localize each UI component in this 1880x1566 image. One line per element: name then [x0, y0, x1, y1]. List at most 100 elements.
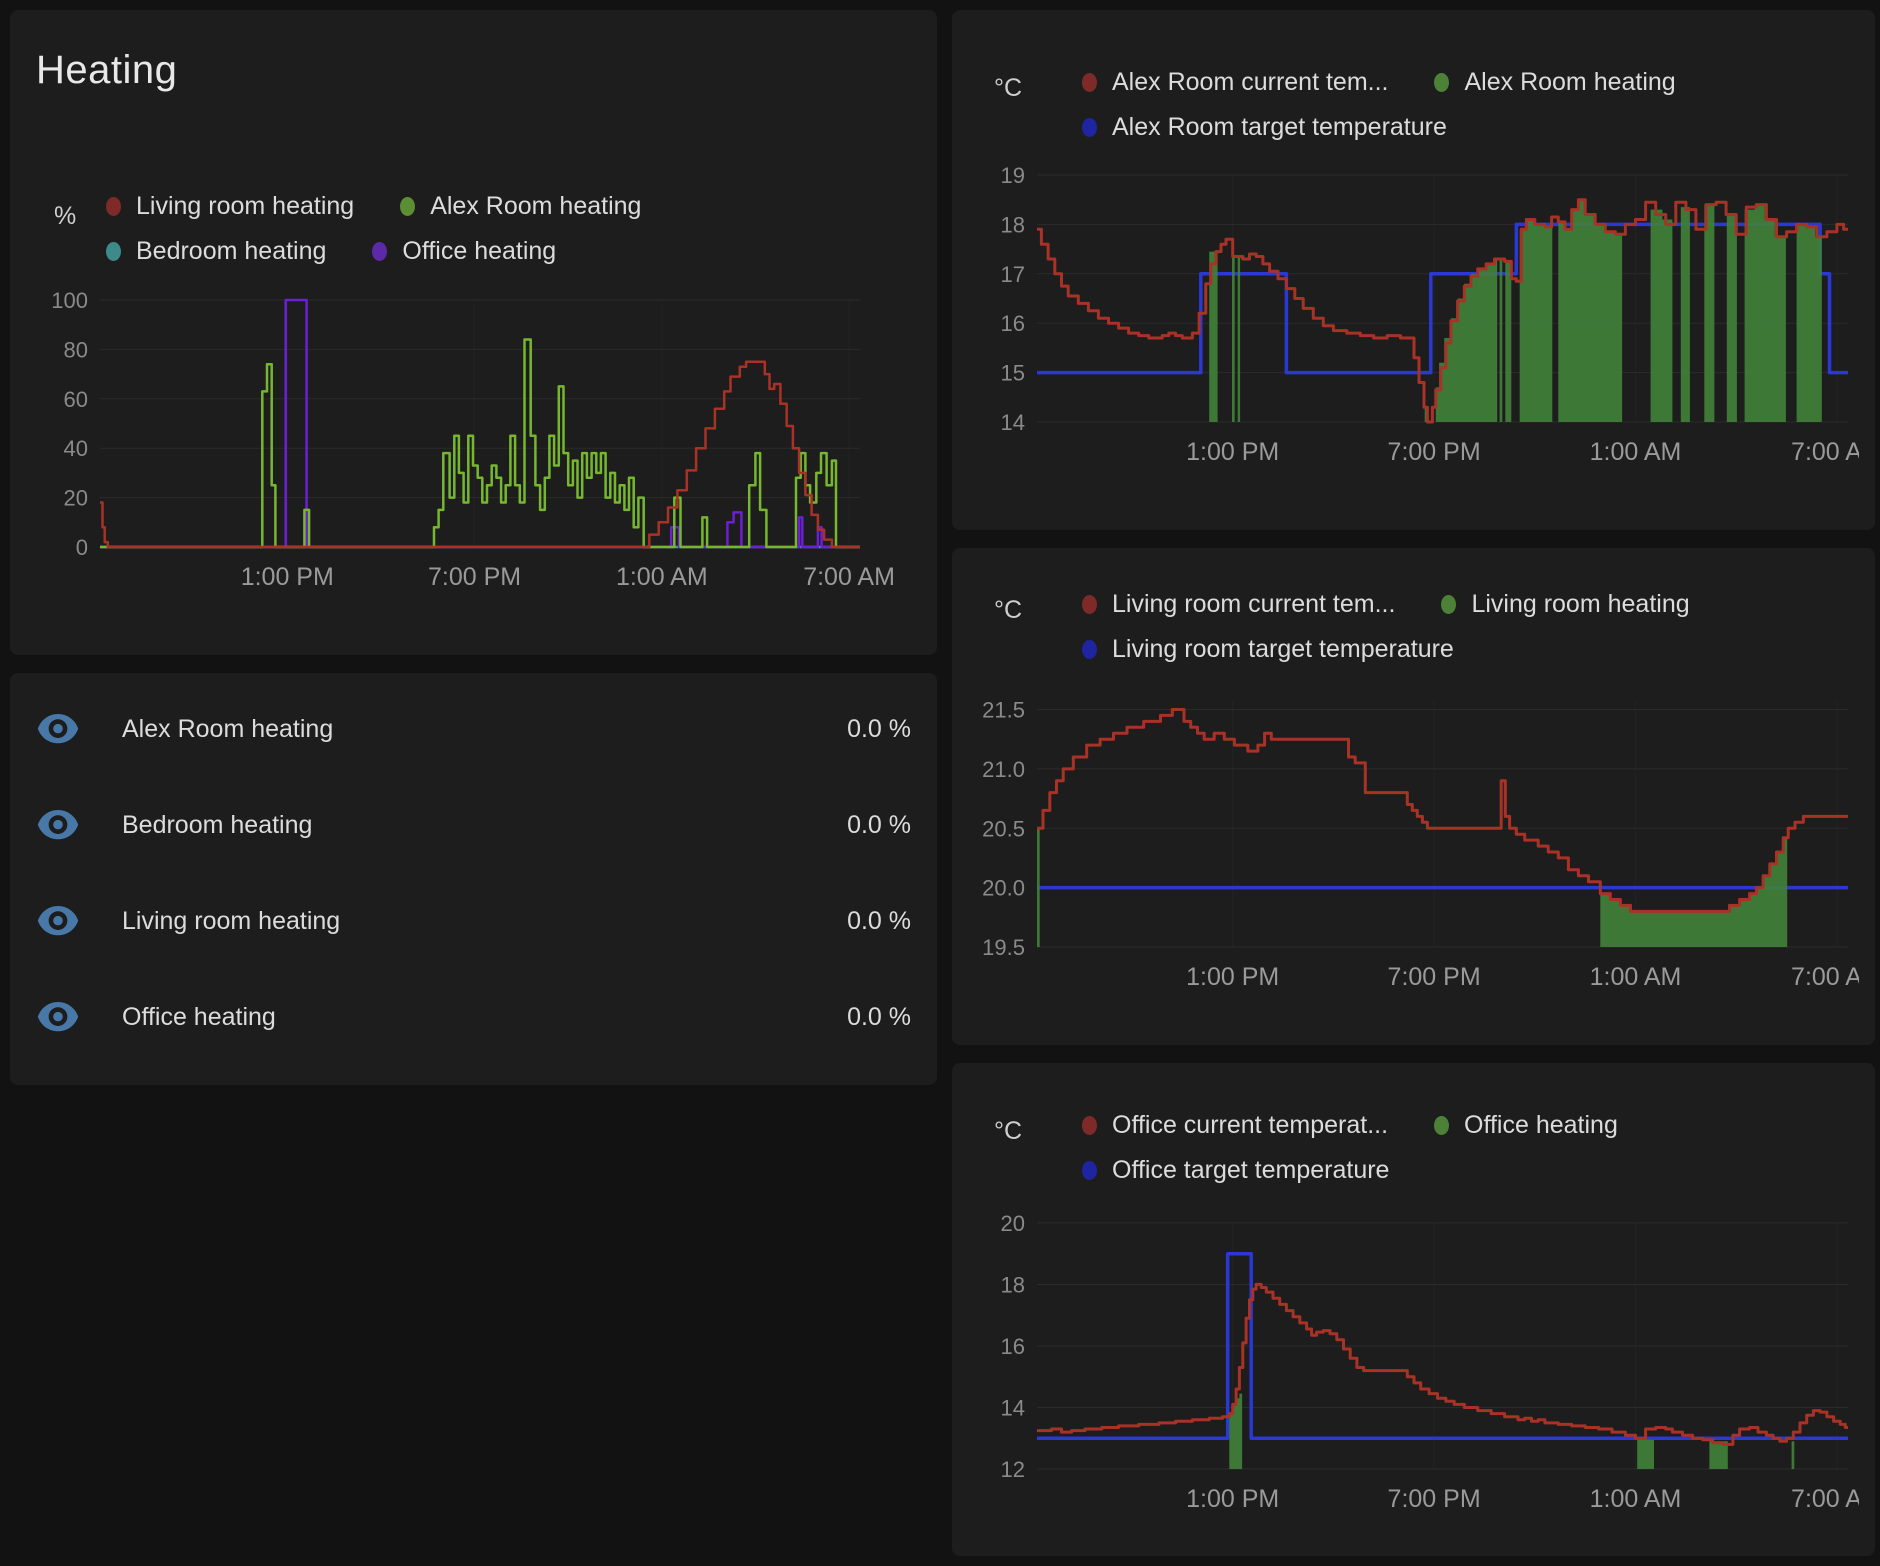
y-axis-unit-label: °C [994, 596, 1023, 624]
svg-text:1:00 AM: 1:00 AM [1590, 963, 1682, 991]
svg-text:7:00 PM: 7:00 PM [1388, 1485, 1481, 1513]
legend-item-office-heating: Office heating [372, 237, 556, 266]
list-item: Alex Room heating 0.0 % [10, 681, 937, 777]
legend-dot-icon [400, 197, 416, 216]
page-title: Heating [36, 48, 178, 92]
series-visibility-panel: Alex Room heating 0.0 % Bedroom heating … [10, 673, 937, 1085]
svg-text:7:00 PM: 7:00 PM [428, 563, 521, 591]
legend-label: Living room heating [1471, 590, 1690, 618]
legend-label: Alex Room heating [1464, 68, 1676, 96]
svg-text:19.5: 19.5 [982, 935, 1025, 960]
heating-percent-chart: 1:00 PM 7:00 PM 1:00 AM 7:00 AM 100 80 60 40 20 0 [51, 288, 895, 591]
office-temp-panel: °C Office current temperat... Office hea… [952, 1063, 1875, 1556]
legend-item-living-room-heating: Living room heating [106, 192, 354, 221]
chart-legend: Living room current tem... Living room h… [1082, 590, 1742, 664]
legend-item-heating: Alex Room heating [1434, 68, 1676, 97]
living-room-temp-panel: °C Living room current tem... Living roo… [952, 548, 1875, 1045]
eye-icon [37, 905, 79, 936]
eye-icon [37, 809, 79, 840]
legend-item-current-temperature: Office current temperat... [1082, 1111, 1388, 1140]
office-temp-chart: 1:00 PM 7:00 PM 1:00 AM 7:00 AM 20 18 16 14 12 [1001, 1211, 1859, 1513]
svg-text:1:00 AM: 1:00 AM [1590, 1485, 1682, 1513]
legend-dot-icon [106, 197, 121, 216]
legend-label: Alex Room current tem... [1112, 68, 1389, 96]
legend-label: Bedroom heating [136, 237, 327, 265]
living-room-temp-chart: 1:00 PM 7:00 PM 1:00 AM 7:00 AM 21.5 21.0 20.5… [982, 698, 1859, 992]
legend-dot-icon [106, 242, 121, 261]
svg-text:18: 18 [1001, 212, 1025, 237]
legend-dot-icon [1441, 595, 1457, 614]
series-label: Bedroom heating [122, 810, 313, 839]
legend-item-heating: Living room heating [1441, 590, 1690, 619]
legend-dot-icon [1082, 1161, 1097, 1180]
svg-text:7:00 AM: 7:00 AM [1791, 1485, 1859, 1513]
svg-text:7:00 PM: 7:00 PM [1388, 963, 1481, 991]
legend-dot-icon [1082, 73, 1097, 92]
visibility-rows: Alex Room heating 0.0 % Bedroom heating … [10, 681, 937, 1065]
visibility-toggle-button[interactable] [36, 807, 82, 843]
svg-text:20.5: 20.5 [982, 816, 1025, 841]
visibility-toggle-button[interactable] [36, 711, 82, 747]
y-axis-unit-label: °C [994, 1117, 1023, 1145]
heating-history-panel: Heating % Living room heating Alex Room … [10, 10, 937, 655]
visibility-toggle-button[interactable] [36, 999, 82, 1035]
legend-label: Office heating [402, 237, 557, 265]
legend-label: Office current temperat... [1112, 1111, 1389, 1139]
svg-text:40: 40 [64, 436, 88, 461]
legend-dot-icon [1082, 640, 1097, 659]
legend-dot-icon [1082, 1116, 1097, 1135]
svg-text:80: 80 [64, 337, 88, 362]
svg-text:21.5: 21.5 [982, 698, 1025, 723]
alex-room-temp-chart: 1:00 PM 7:00 PM 1:00 AM 7:00 AM 19 18 17 16 15 14 [1001, 163, 1859, 466]
legend-label: Living room heating [136, 192, 355, 220]
visibility-toggle-button[interactable] [36, 903, 82, 939]
svg-text:7:00 AM: 7:00 AM [1791, 438, 1859, 466]
list-item: Office heating 0.0 % [10, 969, 937, 1065]
series-value: 0.0 % [847, 810, 911, 839]
svg-text:1:00 PM: 1:00 PM [1186, 438, 1279, 466]
svg-text:20.0: 20.0 [982, 876, 1025, 901]
svg-text:7:00 PM: 7:00 PM [1388, 438, 1481, 466]
legend-label: Living room target temperature [1112, 635, 1454, 663]
svg-text:14: 14 [1001, 410, 1025, 435]
svg-text:60: 60 [64, 387, 88, 412]
svg-text:18: 18 [1001, 1272, 1025, 1297]
legend-item-heating: Office heating [1434, 1111, 1618, 1140]
y-axis-unit-label: °C [994, 74, 1023, 102]
svg-text:7:00 AM: 7:00 AM [803, 563, 895, 591]
legend-label: Office target temperature [1112, 1156, 1390, 1184]
legend-item-alex-room-heating: Alex Room heating [400, 192, 641, 221]
svg-text:19: 19 [1001, 163, 1025, 188]
legend-dot-icon [1434, 1116, 1450, 1135]
chart-legend: Alex Room current tem... Alex Room heati… [1082, 68, 1732, 142]
series-label: Alex Room heating [122, 714, 334, 743]
legend-dot-icon [372, 242, 388, 261]
series-value: 0.0 % [847, 1002, 911, 1031]
series-label: Office heating [122, 1002, 276, 1031]
eye-icon [37, 713, 79, 744]
legend-item-current-temperature: Alex Room current tem... [1082, 68, 1388, 97]
list-item: Bedroom heating 0.0 % [10, 777, 937, 873]
legend-label: Alex Room target temperature [1112, 113, 1447, 141]
svg-text:100: 100 [51, 288, 88, 313]
legend-label: Office heating [1464, 1111, 1618, 1139]
chart-legend: Office current temperat... Office heatin… [1082, 1111, 1732, 1185]
alex-room-temp-panel: °C Alex Room current tem... Alex Room he… [952, 10, 1875, 530]
legend-dot-icon [1082, 118, 1097, 137]
svg-text:1:00 PM: 1:00 PM [1186, 1485, 1279, 1513]
svg-text:20: 20 [1001, 1211, 1025, 1236]
svg-text:1:00 PM: 1:00 PM [241, 563, 334, 591]
svg-text:1:00 AM: 1:00 AM [1590, 438, 1682, 466]
series-label: Living room heating [122, 906, 341, 935]
svg-text:0: 0 [76, 535, 88, 560]
y-axis-unit-label: % [54, 202, 77, 230]
series-value: 0.0 % [847, 714, 911, 743]
chart-legend: Living room heating Alex Room heating Be… [106, 192, 686, 266]
series-value: 0.0 % [847, 906, 911, 935]
svg-text:1:00 PM: 1:00 PM [1186, 963, 1279, 991]
legend-label: Living room current tem... [1112, 590, 1396, 618]
svg-text:15: 15 [1001, 361, 1025, 386]
svg-text:14: 14 [1001, 1395, 1025, 1420]
svg-text:12: 12 [1001, 1457, 1025, 1482]
